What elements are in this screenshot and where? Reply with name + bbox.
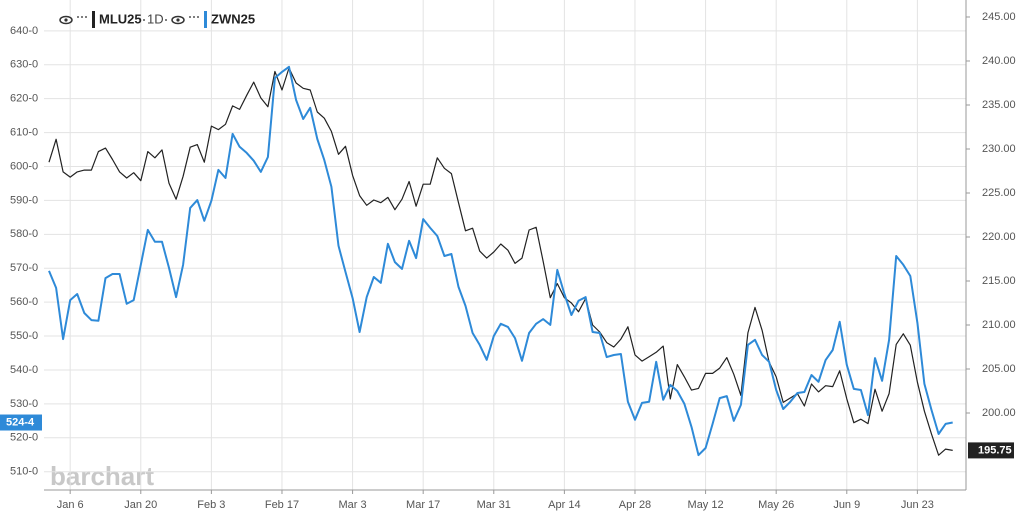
- x-tick-label: Jan 20: [124, 499, 157, 511]
- x-tick-label: Jun 23: [901, 499, 934, 511]
- y-tick-label: 630-0: [10, 59, 38, 71]
- y-tick-label: 580-0: [10, 228, 38, 240]
- last-value-label: 195.75: [978, 444, 1012, 456]
- y-tick-label: 520-0: [10, 432, 38, 444]
- last-value-label: 524-4: [6, 416, 35, 428]
- y-tick-label: 620-0: [10, 93, 38, 105]
- legend-label: MLU25: [99, 11, 142, 26]
- legend-label: ZWN25: [211, 11, 255, 26]
- y2-tick-label: 215.00: [982, 275, 1016, 287]
- x-tick-label: Feb 17: [265, 499, 299, 511]
- x-tick-label: Apr 14: [548, 499, 580, 511]
- y-tick-label: 550-0: [10, 330, 38, 342]
- y-tick-label: 540-0: [10, 364, 38, 376]
- y-tick-label: 640-0: [10, 25, 38, 37]
- x-tick-label: Mar 3: [339, 499, 367, 511]
- x-tick-label: Jun 9: [833, 499, 860, 511]
- x-tick-label: May 12: [688, 499, 724, 511]
- legend-swatch: [92, 11, 95, 28]
- y-tick-label: 570-0: [10, 262, 38, 274]
- y2-tick-label: 230.00: [982, 143, 1016, 155]
- y-tick-label: 600-0: [10, 160, 38, 172]
- y-tick-label: 590-0: [10, 194, 38, 206]
- watermark: barchart: [50, 461, 154, 491]
- y2-tick-label: 210.00: [982, 319, 1016, 331]
- legend: MLU25 1D ZWN25: [59, 11, 255, 28]
- y2-tick-label: 225.00: [982, 187, 1016, 199]
- y-tick-label: 530-0: [10, 398, 38, 410]
- more-icon[interactable]: [77, 16, 87, 18]
- y2-tick-label: 220.00: [982, 231, 1016, 243]
- x-tick-label: Jan 6: [57, 499, 84, 511]
- y2-tick-label: 205.00: [982, 363, 1016, 375]
- interval: 1D: [147, 11, 164, 26]
- x-tick-label: Feb 3: [197, 499, 225, 511]
- y2-tick-label: 240.00: [982, 55, 1016, 67]
- last-value-box: [0, 414, 42, 431]
- x-tick-label: Mar 17: [406, 499, 440, 511]
- separator: [165, 19, 167, 21]
- last-value-box: [968, 442, 1014, 459]
- eye-icon[interactable]: [59, 15, 73, 25]
- eye-pupil: [176, 18, 180, 22]
- separator: [143, 19, 145, 21]
- x-tick-label: Apr 28: [619, 499, 651, 511]
- y-tick-label: 510-0: [10, 466, 38, 478]
- eye-pupil: [64, 18, 68, 22]
- y2-tick-label: 200.00: [982, 407, 1016, 419]
- series-line: [48, 67, 953, 456]
- more-icon[interactable]: [189, 16, 199, 18]
- eye-icon[interactable]: [171, 15, 185, 25]
- y-tick-label: 560-0: [10, 296, 38, 308]
- y2-tick-label: 235.00: [982, 99, 1016, 111]
- series-line: [48, 65, 953, 457]
- legend-swatch: [204, 11, 207, 28]
- x-tick-label: May 26: [758, 499, 794, 511]
- x-tick-label: Mar 31: [477, 499, 511, 511]
- y2-tick-label: 245.00: [982, 11, 1016, 23]
- y-tick-label: 610-0: [10, 126, 38, 138]
